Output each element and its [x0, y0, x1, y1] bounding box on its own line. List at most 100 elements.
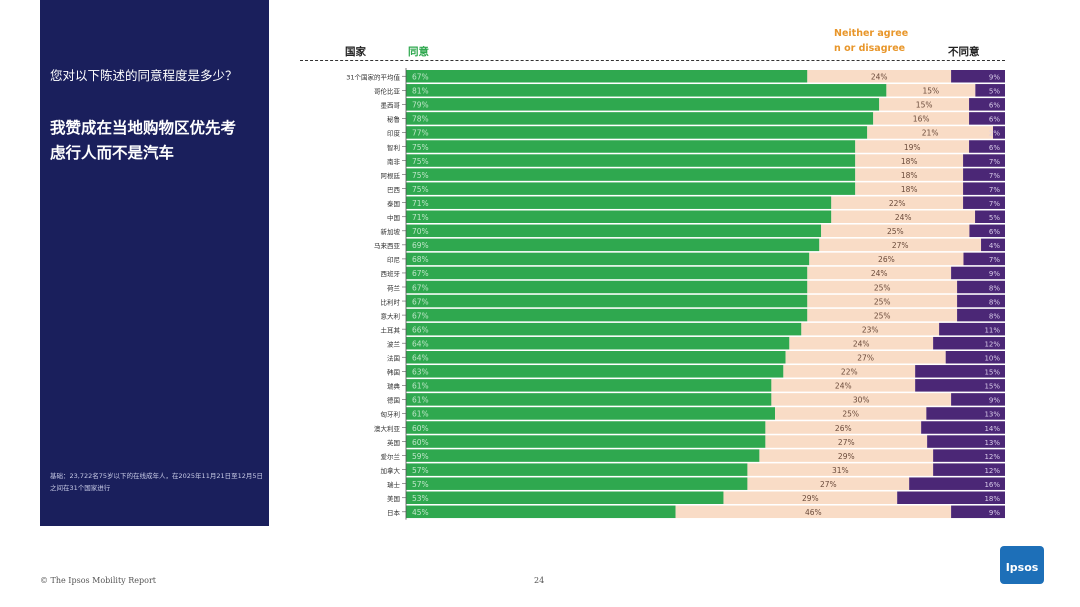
bar-agree — [406, 98, 880, 111]
bar-neutral-label: 27% — [820, 480, 837, 489]
bar-disagree — [963, 168, 1005, 181]
bar-neutral — [879, 98, 970, 111]
bar-disagree — [993, 126, 1005, 139]
bar-disagree — [915, 365, 1005, 378]
bar-disagree-label: 7% — [989, 186, 1000, 194]
country-label: 印尼 — [387, 256, 400, 264]
bar-agree-label: 61% — [412, 410, 429, 419]
bar-agree-label: 81% — [412, 87, 429, 96]
bar-disagree — [951, 70, 1005, 83]
bar-disagree-label: 6% — [989, 144, 1000, 152]
bar-agree-label: 71% — [412, 213, 429, 222]
bar-agree — [406, 379, 772, 392]
bar-agree — [406, 308, 808, 322]
bar-disagree-label: 13% — [984, 411, 1000, 419]
country-label: 新加坡 — [381, 227, 401, 236]
bar-neutral-label: 46% — [805, 508, 822, 517]
bar-disagree — [897, 491, 1005, 504]
bar-disagree-label: 12% — [984, 340, 1000, 348]
bar-neutral — [831, 210, 976, 223]
bar-neutral-label: 30% — [853, 396, 870, 405]
bar-agree-label: 67% — [412, 73, 429, 82]
country-label: 美国 — [387, 494, 400, 503]
bar-agree — [406, 322, 802, 336]
country-label: 波兰 — [387, 339, 401, 348]
bar-agree-label: 64% — [412, 354, 429, 363]
bar-neutral-label: 15% — [923, 87, 940, 96]
bar-neutral-label: 23% — [862, 325, 879, 334]
bar-agree — [406, 393, 772, 406]
bar-neutral — [886, 84, 976, 97]
bar-agree — [406, 112, 874, 125]
bar-neutral-label: 25% — [842, 410, 859, 419]
country-label: 巴西 — [387, 186, 401, 194]
bar-disagree — [975, 84, 1005, 97]
bar-agree-label: 53% — [412, 494, 429, 503]
bar-neutral-label: 22% — [889, 199, 906, 208]
bar-disagree — [939, 322, 1005, 336]
bar-agree — [406, 280, 808, 294]
bar-neutral-label: 24% — [895, 213, 912, 222]
bar-agree — [406, 421, 766, 434]
bar-disagree — [981, 238, 1005, 252]
country-label: 中国 — [387, 213, 400, 222]
bar-neutral — [747, 463, 934, 476]
bar-disagree-label: 9% — [989, 509, 1000, 517]
bar-neutral — [855, 154, 964, 167]
bar-disagree — [957, 308, 1005, 322]
country-label: 马来西亚 — [374, 242, 401, 250]
bar-agree-label: 57% — [412, 480, 429, 489]
country-label: 墨西哥 — [381, 102, 401, 110]
bar-neutral — [855, 182, 964, 195]
bar-agree-label: 64% — [412, 339, 429, 348]
bar-disagree-label: 9% — [989, 397, 1000, 405]
bar-disagree — [926, 407, 1005, 420]
bar-neutral — [807, 308, 958, 322]
bar-disagree — [975, 210, 1005, 223]
bar-agree-label: 77% — [412, 129, 429, 138]
bar-neutral-label: 22% — [841, 368, 858, 377]
page-number: 24 — [534, 576, 545, 585]
bar-disagree — [909, 477, 1005, 490]
bar-disagree-label: 13% — [984, 439, 1000, 447]
bar-agree — [406, 238, 820, 252]
bar-neutral — [723, 491, 898, 504]
bar-neutral — [873, 112, 970, 125]
header-neutral-text: Neither agree n or disagree — [834, 28, 909, 54]
bar-disagree-label: 6% — [989, 228, 1000, 236]
country-label: 匈牙利 — [381, 410, 401, 419]
bar-agree-label: 60% — [412, 438, 429, 447]
bar-disagree — [951, 393, 1005, 406]
bar-neutral — [819, 238, 982, 252]
side-panel — [40, 0, 269, 526]
bar-disagree — [969, 140, 1005, 153]
bar-disagree — [963, 196, 1005, 209]
country-label: 西班牙 — [381, 269, 401, 278]
bar-neutral-label: 29% — [802, 494, 819, 503]
bar-disagree-label: 18% — [984, 495, 1000, 503]
bar-disagree — [945, 351, 1005, 364]
bar-agree-label: 59% — [412, 452, 429, 461]
country-label: 英国 — [387, 438, 400, 447]
bar-disagree — [963, 252, 1005, 266]
bar-neutral — [771, 379, 916, 392]
bar-agree-label: 45% — [412, 508, 429, 517]
bar-neutral-label: 18% — [901, 185, 918, 194]
country-label: 瑞士 — [387, 480, 401, 489]
country-label: 比利时 — [381, 297, 401, 306]
bar-agree — [406, 435, 766, 448]
bar-agree — [406, 351, 786, 364]
bar-agree — [406, 336, 790, 350]
bar-disagree — [969, 112, 1005, 125]
bar-neutral-label: 24% — [871, 73, 888, 82]
bar-disagree-label: 6% — [989, 116, 1000, 124]
bar-neutral — [821, 224, 970, 238]
bar-disagree-label: 4% — [989, 242, 1000, 250]
bar-neutral-label: 26% — [878, 255, 895, 264]
country-label: 爱尔兰 — [381, 452, 401, 461]
bar-neutral — [807, 280, 958, 294]
country-label: 意大利 — [381, 311, 401, 320]
bar-agree — [406, 505, 676, 519]
bar-neutral-label: 24% — [835, 382, 852, 391]
